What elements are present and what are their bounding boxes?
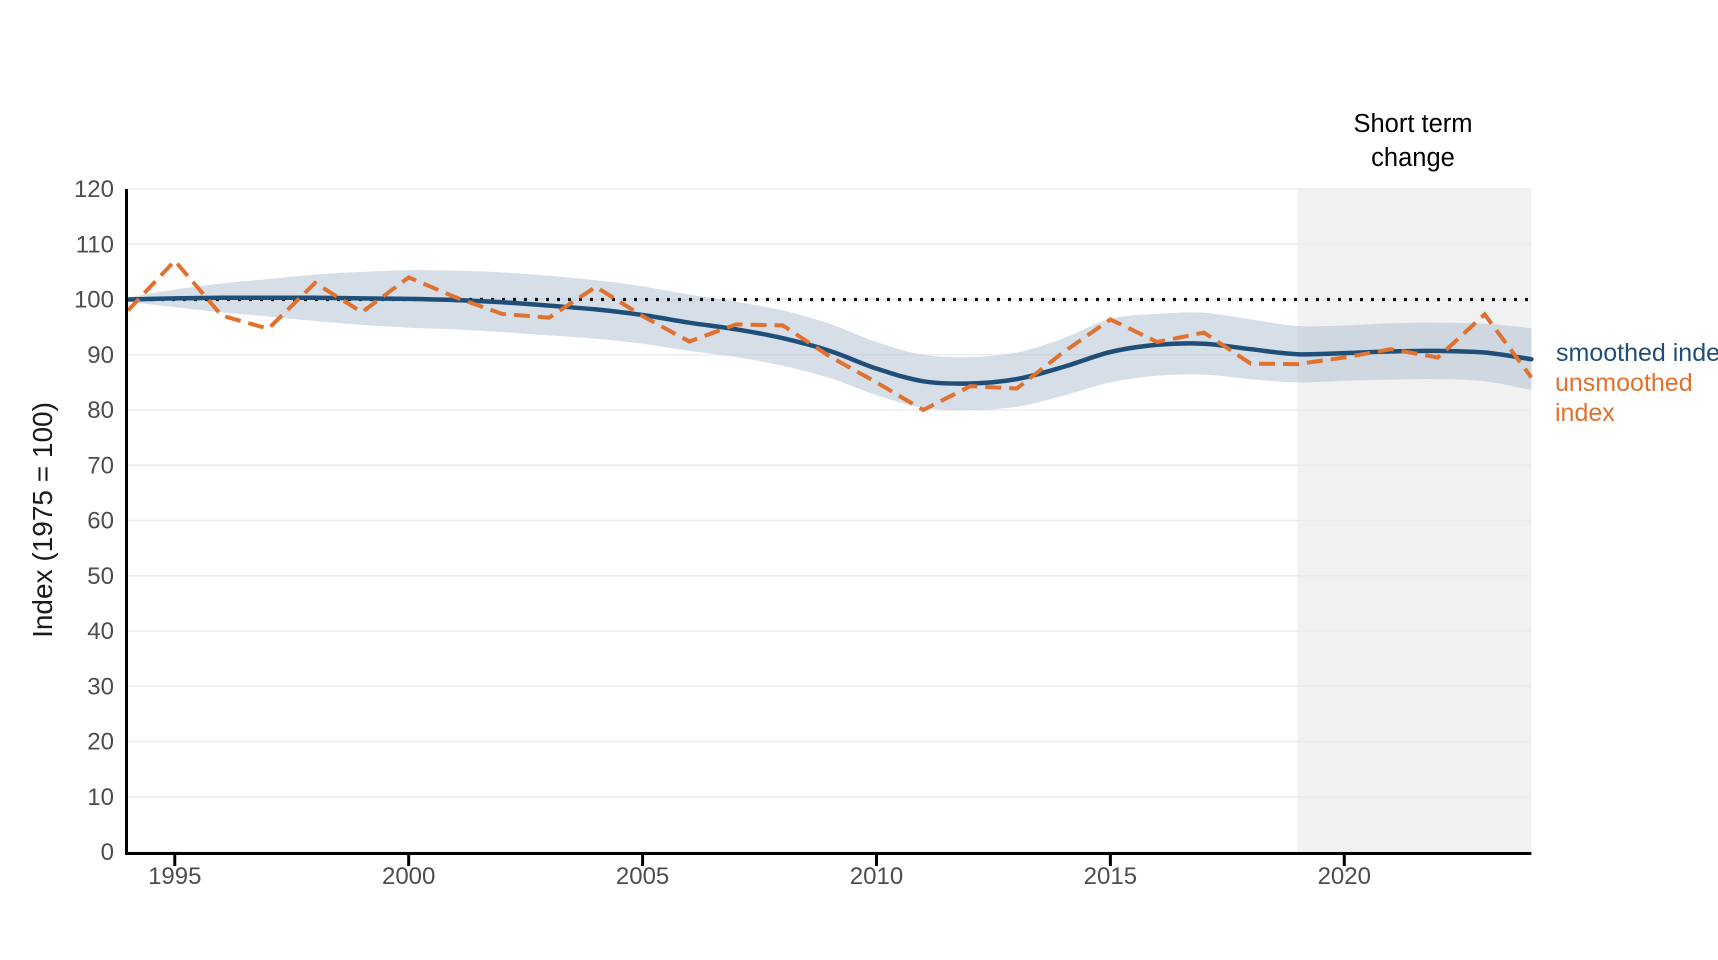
x-tick-label: 1995: [148, 863, 201, 890]
y-tick-label: 10: [87, 784, 114, 811]
y-tick-label: 0: [101, 839, 114, 866]
y-tick-label: 40: [87, 618, 114, 645]
x-tick-marks: [173, 855, 1346, 866]
y-tick-label: 110: [76, 231, 114, 258]
x-tick-label: 2010: [850, 863, 903, 890]
legend-unsmoothed-line1: unsmoothed: [1555, 369, 1693, 397]
y-tick-label: 120: [74, 176, 114, 203]
y-tick-label: 70: [87, 452, 114, 479]
y-tick-label: 20: [87, 729, 114, 756]
unsmoothed-index-line: [126, 257, 1534, 413]
x-tick-label: 2015: [1084, 863, 1137, 890]
x-tick-labels: 1995 2000 2005 2010 2015 2020: [148, 863, 1371, 890]
x-tick-label: 2020: [1318, 863, 1371, 890]
short-term-annotation-line1: Short term: [1353, 110, 1472, 138]
legend-smoothed-index: smoothed index: [1556, 339, 1718, 367]
y-tick-label: 60: [87, 508, 114, 535]
y-tick-label: 80: [87, 397, 114, 424]
x-tick-label: 2000: [382, 863, 435, 890]
x-tick-label: 2005: [616, 863, 669, 890]
y-tick-label: 30: [87, 673, 114, 700]
legend-unsmoothed-line2: index: [1555, 399, 1615, 427]
y-tick-label: 50: [87, 563, 114, 590]
y-tick-labels: 0 10 20 30 40 50 60 70 80 90 100 110 120: [74, 176, 114, 866]
smoothed-index-line: [125, 295, 1534, 386]
y-axis-title: Index (1975 = 100): [27, 402, 58, 638]
short-term-annotation-line2: change: [1371, 144, 1455, 172]
y-tick-label: 100: [74, 287, 114, 314]
y-tick-label: 90: [87, 342, 114, 369]
